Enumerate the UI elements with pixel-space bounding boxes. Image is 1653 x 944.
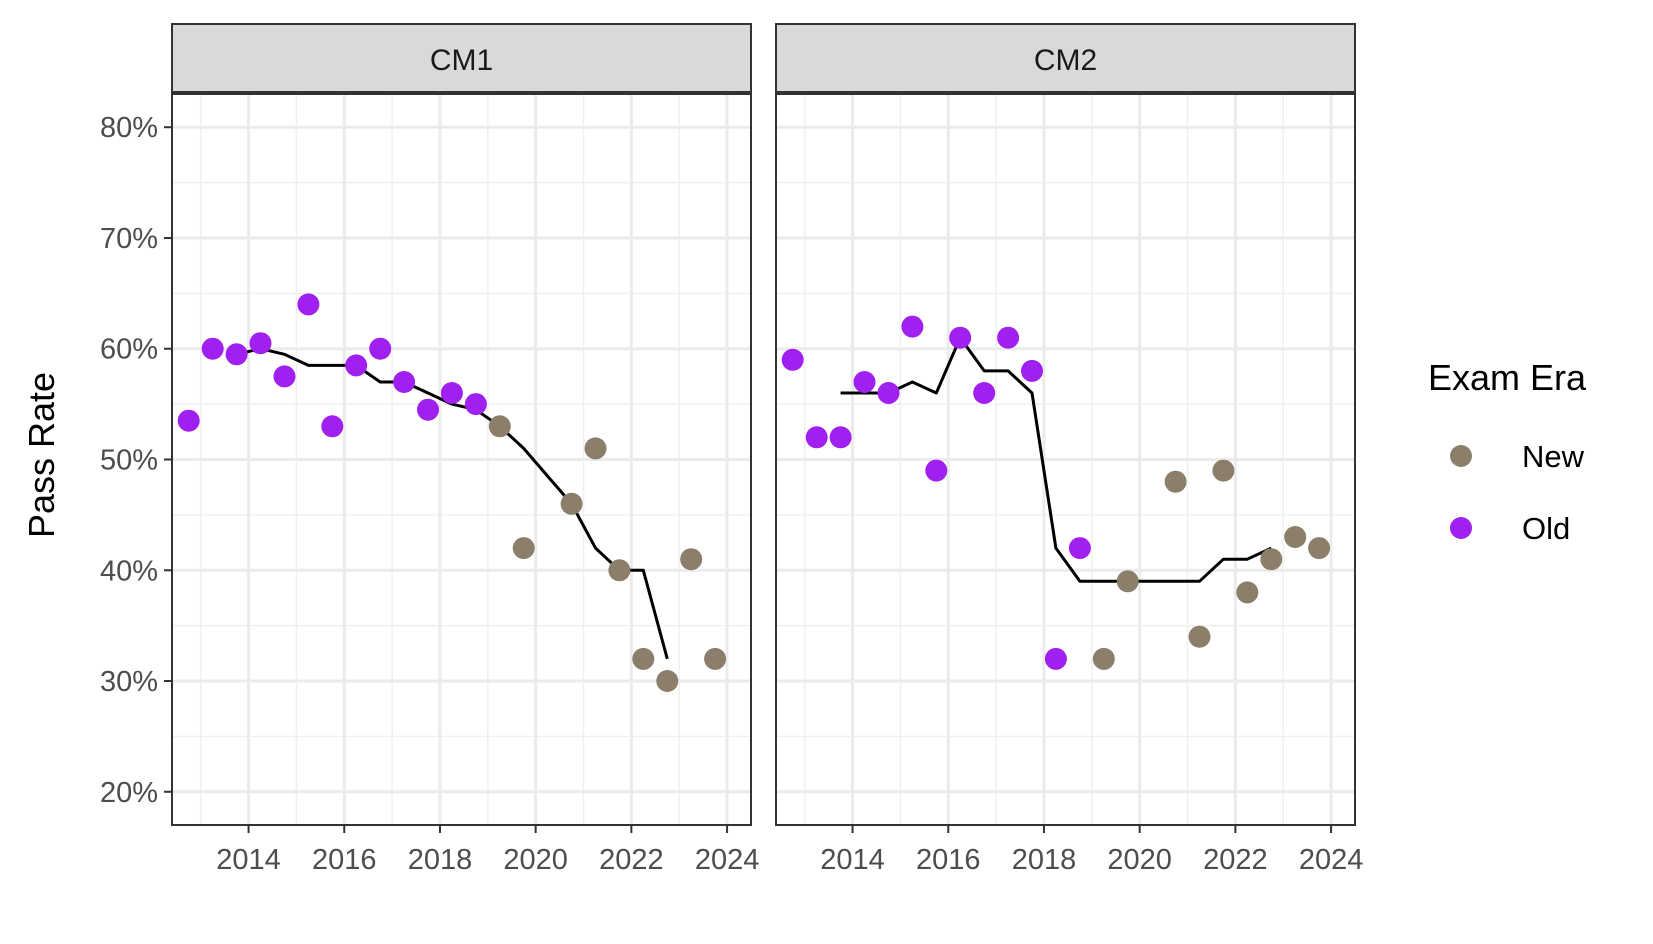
- data-point-new: [1308, 537, 1331, 560]
- y-tick-label: 70%: [100, 223, 158, 255]
- data-point-old: [829, 426, 852, 449]
- data-point-old: [997, 326, 1020, 349]
- legend-label-new: New: [1522, 439, 1585, 474]
- data-point-old: [393, 371, 416, 393]
- data-point-new: [512, 537, 535, 560]
- data-point-new: [656, 670, 679, 692]
- panel-cm1: CM1 2014 2016 2018 2020 2022 2024 20% 30% 40% 50% 6…: [100, 23, 760, 876]
- strip-label: CM2: [1034, 44, 1097, 77]
- legend-key-new: [1450, 445, 1472, 467]
- data-point-old: [973, 382, 996, 404]
- y-tick-label: 20%: [100, 777, 158, 809]
- x-tick-label: 2018: [408, 844, 473, 876]
- panel-border: [775, 93, 1356, 826]
- trend-line: [840, 336, 1272, 583]
- data-point-new: [560, 492, 583, 515]
- data-point-old: [1021, 359, 1043, 382]
- data-point-old: [464, 393, 487, 416]
- data-point-old: [901, 315, 924, 338]
- y-tick-label: 40%: [100, 555, 158, 587]
- data-point-new: [680, 548, 703, 571]
- data-point-old: [321, 415, 344, 438]
- data-point-old: [177, 409, 200, 432]
- data-point-new: [704, 647, 727, 670]
- data-point-old: [1068, 537, 1091, 560]
- y-tick-label: 50%: [100, 445, 158, 477]
- data-point-new: [1284, 526, 1307, 548]
- x-tick-label: 2024: [1299, 844, 1364, 876]
- data-point-old: [225, 343, 248, 366]
- panels: CM1 2014 2016 2018 2020 2022 2024 20% 30% 40% 50% 6…: [100, 23, 1364, 876]
- data-point-new: [632, 647, 655, 670]
- y-tick-label: 30%: [100, 666, 158, 698]
- data-point-old: [417, 398, 439, 421]
- x-tick-label: 2016: [312, 844, 377, 876]
- x-tick-label: 2014: [820, 844, 885, 876]
- data-point-old: [297, 293, 320, 316]
- data-point-new: [1236, 581, 1259, 604]
- data-point-old: [1044, 647, 1067, 670]
- data-point-new: [1212, 459, 1235, 482]
- data-point-old: [440, 382, 463, 404]
- data-point-old: [949, 326, 972, 349]
- data-point-new: [1260, 548, 1283, 571]
- x-tick-label: 2014: [216, 844, 281, 876]
- strip-background: [775, 23, 1356, 93]
- data-point-new: [584, 437, 607, 460]
- strip-background: [171, 23, 752, 93]
- data-point-new: [608, 559, 631, 582]
- data-point-old: [853, 371, 876, 393]
- data-point-old: [201, 337, 224, 360]
- data-point-new: [1092, 647, 1115, 670]
- legend: Exam Era New Old: [1428, 357, 1587, 546]
- y-tick-label: 80%: [100, 112, 158, 144]
- data-point-new: [488, 415, 511, 438]
- data-point-old: [781, 348, 804, 371]
- data-point-new: [1164, 470, 1187, 493]
- data-point-old: [345, 354, 368, 377]
- data-point-old: [805, 426, 828, 449]
- legend-label-old: Old: [1522, 511, 1570, 546]
- data-point-old: [877, 382, 900, 404]
- trend-line: [236, 347, 669, 660]
- x-tick-label: 2022: [599, 844, 664, 876]
- x-tick-label: 2020: [1107, 844, 1172, 876]
- strip-label: CM1: [430, 44, 493, 77]
- data-point-new: [1188, 625, 1211, 648]
- x-tick-label: 2022: [1203, 844, 1268, 876]
- panel-cm2: CM2 2014 2016 2018 2020 2022 2024: [775, 23, 1364, 876]
- x-tick-label: 2018: [1012, 844, 1077, 876]
- x-tick-label: 2016: [916, 844, 981, 876]
- y-axis-title: Pass Rate: [21, 372, 62, 538]
- y-tick-label: 60%: [100, 334, 158, 366]
- legend-key-old: [1450, 517, 1472, 539]
- x-tick-label: 2020: [503, 844, 568, 876]
- data-point-old: [925, 459, 948, 482]
- data-point-old: [273, 365, 296, 388]
- x-tick-label: 2024: [695, 844, 760, 876]
- data-point-old: [249, 332, 272, 355]
- legend-title: Exam Era: [1428, 357, 1587, 398]
- data-point-new: [1116, 570, 1139, 593]
- data-point-old: [369, 337, 392, 360]
